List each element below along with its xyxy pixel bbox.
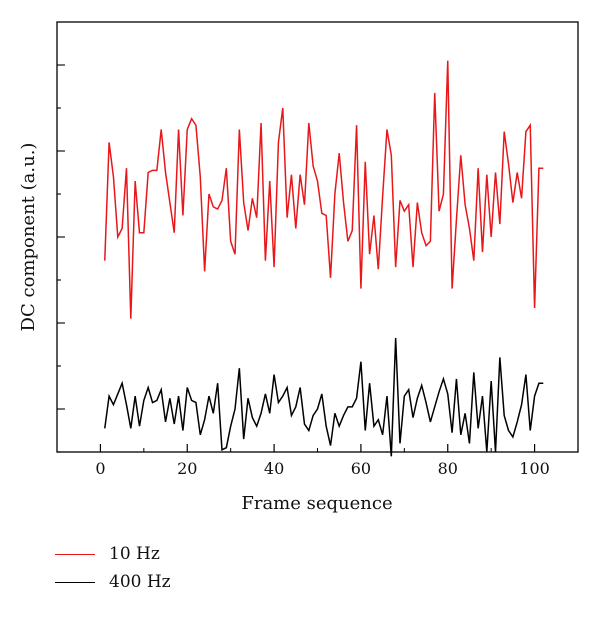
legend-item-400hz: 400 Hz [55, 568, 171, 596]
legend-swatch-400hz [55, 581, 95, 583]
x-tick-label: 40 [264, 459, 284, 478]
legend: 10 Hz 400 Hz [55, 540, 171, 596]
series-line-400hz [104, 338, 544, 457]
axes: 0 20 40 60 80 100 [56, 21, 579, 478]
legend-label-400hz: 400 Hz [109, 572, 171, 592]
x-tick-label: 100 [519, 459, 550, 478]
x-tick-label: 0 [95, 459, 105, 478]
x-tick-label: 60 [351, 459, 371, 478]
plot-frame [56, 21, 579, 453]
legend-swatch-10hz [55, 553, 95, 555]
x-tick-label: 80 [438, 459, 458, 478]
legend-item-10hz: 10 Hz [55, 540, 171, 568]
series-line-10hz [104, 60, 544, 319]
x-axis-title: Frame sequence [241, 493, 392, 514]
series-layer [104, 60, 544, 457]
legend-label-10hz: 10 Hz [109, 544, 160, 564]
x-tick-label: 20 [177, 459, 197, 478]
y-axis-title: DC component (a.u.) [18, 143, 39, 332]
